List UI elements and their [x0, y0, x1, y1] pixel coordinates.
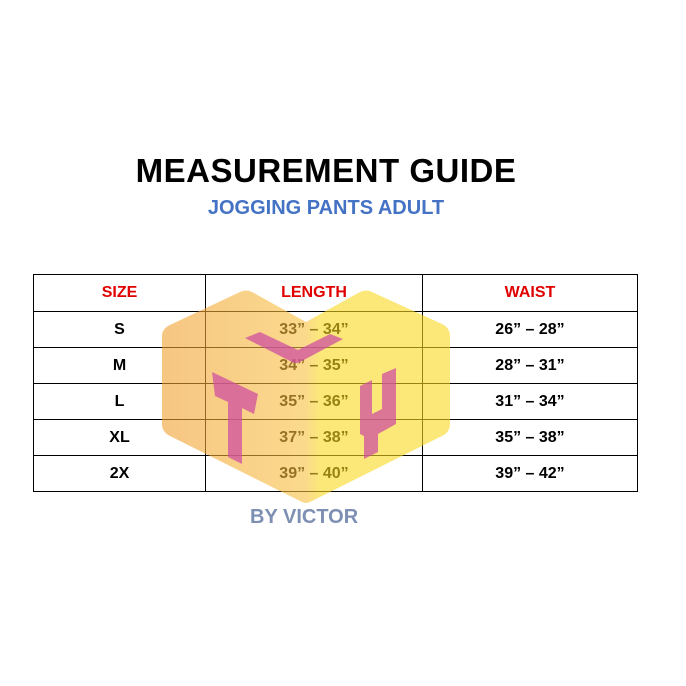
table-row: L 35” – 36” 31” – 34” [33, 383, 638, 420]
page-subtitle: JOGGING PANTS ADULT [207, 197, 445, 219]
column-header-size: SIZE [33, 274, 206, 312]
size-cell: L [33, 383, 206, 420]
watermark-credit: BY VICTOR [250, 506, 359, 528]
size-cell: 2X [33, 455, 206, 492]
table-row: XL 37” – 38” 35” – 38” [33, 419, 638, 456]
waist-cell: 28” – 31” [422, 347, 638, 384]
waist-cell: 26” – 28” [422, 311, 638, 348]
page-title: MEASUREMENT GUIDE [135, 152, 517, 189]
table-header-row: SIZE LENGTH WAIST [33, 274, 638, 312]
waist-cell: 39” – 42” [422, 455, 638, 492]
table-row: M 34” – 35” 28” – 31” [33, 347, 638, 384]
waist-cell: 35” – 38” [422, 419, 638, 456]
waist-cell: 31” – 34” [422, 383, 638, 420]
table-row: 2X 39” – 40” 39” – 42” [33, 455, 638, 492]
column-header-waist: WAIST [422, 274, 638, 312]
length-cell: 34” – 35” [205, 347, 423, 384]
size-cell: S [33, 311, 206, 348]
length-cell: 35” – 36” [205, 383, 423, 420]
length-cell: 33” – 34” [205, 311, 423, 348]
column-header-length: LENGTH [205, 274, 423, 312]
size-cell: M [33, 347, 206, 384]
table-row: S 33” – 34” 26” – 28” [33, 311, 638, 348]
size-cell: XL [33, 419, 206, 456]
length-cell: 39” – 40” [205, 455, 423, 492]
length-cell: 37” – 38” [205, 419, 423, 456]
